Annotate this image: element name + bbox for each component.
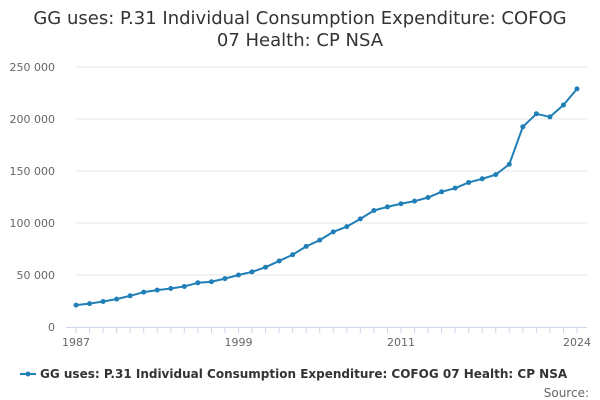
data-point[interactable] [452,185,458,191]
data-point[interactable] [208,279,214,285]
data-point[interactable] [181,283,187,289]
y-tick-label: 250 000 [10,61,56,74]
x-tick-label: 2011 [387,336,415,349]
data-point[interactable] [127,293,133,299]
chart-title-line-2: 07 Health: CP NSA [217,30,384,51]
data-point[interactable] [439,189,445,195]
data-point[interactable] [195,280,201,286]
data-point[interactable] [547,114,553,120]
data-point[interactable] [330,229,336,235]
data-point[interactable] [154,287,160,293]
data-point[interactable] [371,208,377,214]
y-tick-label: 150 000 [10,165,56,178]
data-point[interactable] [317,237,323,243]
data-point[interactable] [520,124,526,130]
data-point[interactable] [263,264,269,270]
y-tick-label: 0 [48,321,55,334]
x-axis: 1987 1999 2011 2024 [62,327,591,349]
data-point[interactable] [506,161,512,167]
source-label: Source: [544,386,589,400]
data-point[interactable] [222,276,228,282]
data-point[interactable] [425,195,431,201]
series-layer [73,86,580,308]
x-tick-label: 2024 [563,336,591,349]
data-point[interactable] [398,201,404,207]
legend-series-label: GG uses: P.31 Individual Consumption Exp… [40,367,568,381]
data-point[interactable] [412,198,418,204]
gridlines [76,66,587,276]
y-tick-label: 50 000 [17,269,56,282]
data-point[interactable] [560,102,566,108]
data-point[interactable] [290,252,296,258]
data-point[interactable] [384,204,390,210]
data-point[interactable] [235,272,241,278]
data-point[interactable] [141,289,147,295]
data-point[interactable] [533,111,539,117]
data-point[interactable] [466,179,472,185]
data-point[interactable] [493,172,499,178]
series-line [75,87,578,307]
x-tick-label: 1999 [224,336,252,349]
data-point[interactable] [479,176,485,182]
y-axis-labels: 0 50 000 100 000 150 000 200 000 250 000 [10,61,56,334]
data-point[interactable] [303,243,309,249]
y-tick-label: 200 000 [10,113,56,126]
data-point[interactable] [344,224,350,230]
data-point[interactable] [276,258,282,264]
data-point[interactable] [100,299,106,305]
data-point[interactable] [249,269,255,275]
data-point[interactable] [87,301,93,307]
data-point[interactable] [357,216,363,222]
data-point[interactable] [168,286,174,292]
chart-title-line-1: GG uses: P.31 Individual Consumption Exp… [33,8,566,29]
data-point[interactable] [73,302,79,308]
legend[interactable]: GG uses: P.31 Individual Consumption Exp… [20,367,568,381]
legend-series-marker [25,371,31,377]
data-point[interactable] [114,296,120,302]
data-point[interactable] [574,86,580,92]
x-tick-label: 1987 [62,336,90,349]
y-tick-label: 100 000 [10,217,56,230]
